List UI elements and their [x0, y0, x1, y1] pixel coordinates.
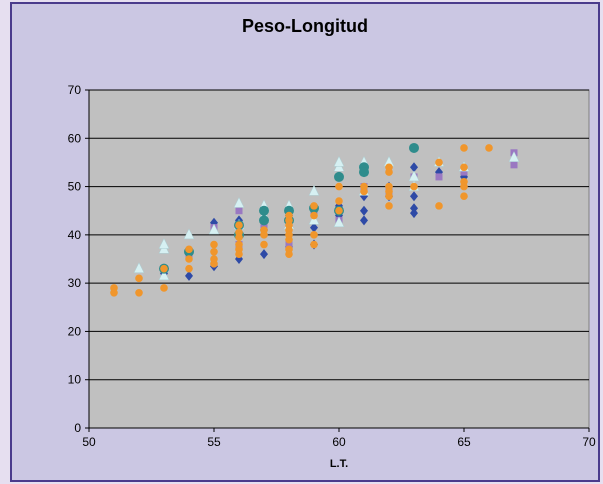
y-tick-label: 60 — [68, 131, 82, 145]
series-5 — [110, 144, 493, 297]
data-point-circle — [460, 192, 468, 201]
data-point-triangle — [508, 151, 520, 162]
data-point-square — [510, 161, 518, 169]
data-point-triangle — [183, 228, 195, 240]
data-point-triangle — [133, 262, 145, 273]
data-point-circle — [385, 182, 393, 191]
data-point-circle — [135, 274, 143, 283]
data-point-circle — [335, 206, 343, 215]
data-points — [110, 142, 520, 297]
x-tick-label: 55 — [207, 435, 221, 449]
data-point-circle — [260, 226, 268, 234]
data-point-triangle — [408, 170, 420, 182]
tick-labels: 0 10 20 30 40 50 60 70 50 55 60 65 70 — [68, 83, 596, 449]
data-point-circle — [135, 289, 143, 297]
data-point-circle — [385, 163, 393, 172]
data-point-circle — [435, 158, 443, 167]
data-point-triangle — [233, 196, 245, 208]
y-tick-label: 20 — [68, 324, 82, 338]
data-point-circle — [235, 221, 243, 229]
data-point-square — [285, 241, 293, 249]
data-point-circle — [210, 240, 218, 249]
data-point-circle — [460, 177, 468, 186]
y-tick-label: 0 — [74, 421, 81, 435]
data-point-circle — [210, 255, 218, 263]
data-point-circle — [360, 182, 368, 191]
data-point-circle — [185, 255, 193, 263]
data-point-circle — [210, 247, 218, 256]
x-tick-label: 60 — [332, 435, 346, 449]
data-point-circle — [460, 144, 468, 152]
data-point-triangle — [308, 184, 320, 196]
data-point-diamond — [410, 191, 418, 202]
x-tick-label: 65 — [457, 435, 471, 449]
y-tick-label: 40 — [68, 228, 82, 242]
data-point-diamond — [410, 203, 418, 214]
data-point-circle — [334, 171, 344, 182]
data-point-square — [435, 173, 443, 181]
data-point-circle — [310, 211, 318, 220]
data-point-circle — [185, 264, 193, 273]
data-point-circle — [435, 202, 443, 210]
x-tick-label: 50 — [82, 435, 96, 449]
data-point-circle — [160, 264, 168, 273]
data-point-triangle — [158, 269, 170, 281]
data-point-diamond — [185, 270, 193, 281]
data-point-circle — [235, 228, 243, 237]
chart-svg: 0 10 20 30 40 50 60 70 50 55 60 65 70 L.T. — [68, 83, 596, 470]
data-point-circle — [260, 240, 268, 249]
data-point-circle — [410, 182, 418, 191]
data-point-triangle — [308, 213, 320, 225]
y-tick-label: 50 — [68, 180, 82, 194]
chart-frame: Peso-Longitud 0 10 20 30 40 50 60 70 50 55 60 65 70 … — [10, 2, 600, 482]
data-point-diamond — [410, 162, 418, 173]
y-tick-label: 70 — [68, 83, 82, 97]
data-point-circle — [485, 144, 493, 152]
data-point-circle — [185, 245, 193, 254]
data-point-circle — [110, 284, 118, 292]
chart-title: Peso-Longitud — [242, 16, 368, 36]
data-point-circle — [385, 202, 393, 210]
data-point-circle — [335, 197, 343, 205]
data-point-triangle — [208, 223, 220, 235]
data-point-circle — [335, 182, 343, 191]
data-point-triangle — [333, 155, 345, 167]
plot-area — [88, 89, 590, 429]
x-axis-label: L.T. — [330, 458, 348, 470]
data-point-circle — [460, 163, 468, 172]
data-point-circle — [160, 284, 168, 292]
y-tick-label: 30 — [68, 276, 82, 290]
data-point-circle — [409, 142, 419, 153]
data-point-diamond — [360, 205, 368, 216]
data-point-circle — [310, 240, 318, 249]
data-point-triangle — [333, 216, 345, 228]
data-point-circle — [259, 205, 269, 216]
data-point-triangle — [158, 237, 170, 249]
data-point-circle — [359, 167, 369, 178]
data-point-circle — [259, 215, 269, 226]
data-point-circle — [235, 240, 243, 249]
data-point-circle — [310, 202, 318, 210]
data-point-circle — [285, 211, 293, 220]
data-point-circle — [310, 231, 318, 239]
data-point-diamond — [260, 249, 268, 260]
data-point-square — [235, 207, 243, 215]
data-point-circle — [285, 245, 293, 254]
data-point-diamond — [310, 222, 318, 233]
data-point-square — [460, 168, 468, 176]
y-tick-label: 10 — [68, 373, 82, 387]
data-point-diamond — [360, 215, 368, 226]
x-tick-label: 70 — [582, 435, 596, 449]
